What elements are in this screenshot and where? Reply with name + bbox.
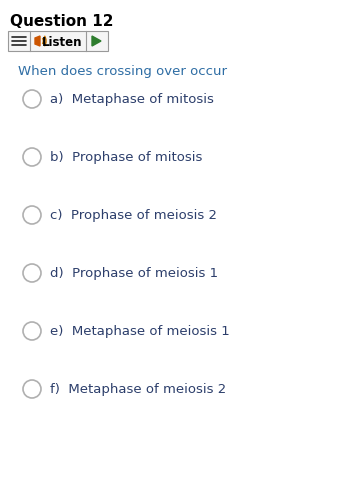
Text: c)  Prophase of meiosis 2: c) Prophase of meiosis 2 — [50, 209, 217, 222]
FancyBboxPatch shape — [8, 32, 108, 52]
Text: e)  Metaphase of meiosis 1: e) Metaphase of meiosis 1 — [50, 325, 230, 338]
Circle shape — [23, 265, 41, 283]
Circle shape — [23, 380, 41, 398]
Circle shape — [23, 91, 41, 109]
Circle shape — [23, 206, 41, 224]
Polygon shape — [92, 37, 101, 47]
Text: a)  Metaphase of mitosis: a) Metaphase of mitosis — [50, 93, 214, 106]
Text: f)  Metaphase of meiosis 2: f) Metaphase of meiosis 2 — [50, 383, 226, 396]
Circle shape — [23, 149, 41, 167]
Circle shape — [23, 322, 41, 340]
Text: Listen: Listen — [42, 36, 82, 49]
Text: When does crossing over occur: When does crossing over occur — [18, 65, 227, 78]
Text: d)  Prophase of meiosis 1: d) Prophase of meiosis 1 — [50, 267, 218, 280]
Text: Question 12: Question 12 — [10, 14, 113, 29]
Text: b)  Prophase of mitosis: b) Prophase of mitosis — [50, 151, 202, 164]
Polygon shape — [35, 37, 40, 47]
